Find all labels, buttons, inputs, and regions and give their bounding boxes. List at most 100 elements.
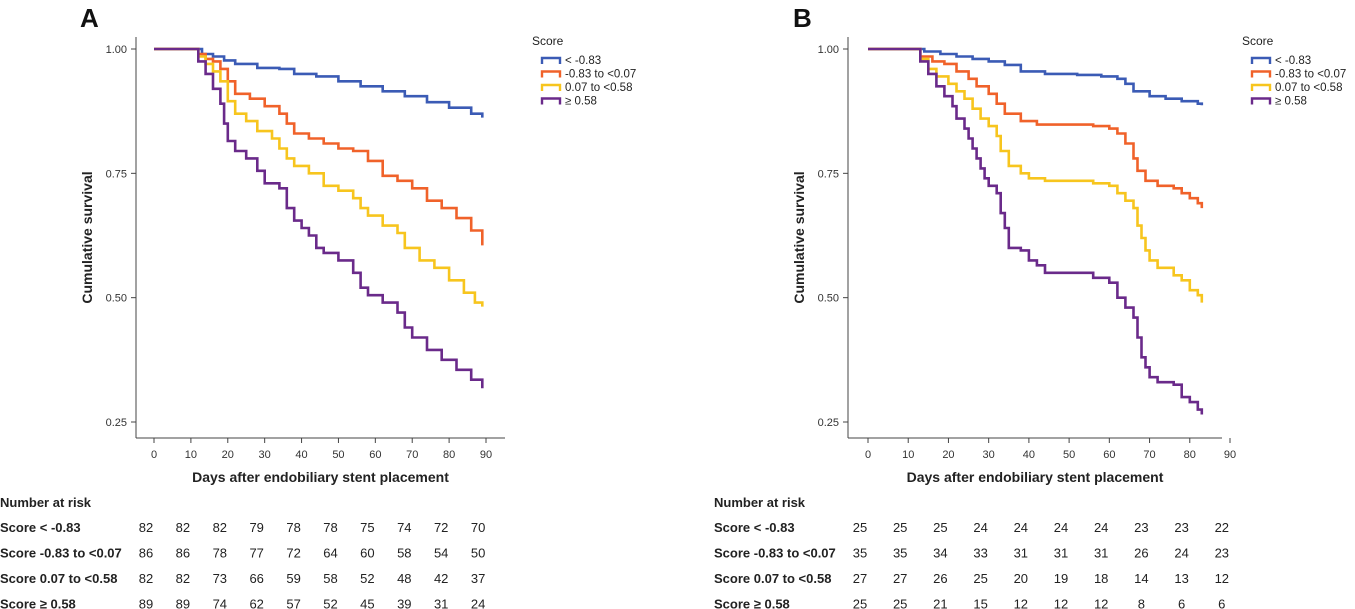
risk-row-value: 27 — [893, 571, 907, 586]
risk-row-value: 31 — [434, 597, 448, 609]
risk-row-value: 35 — [853, 546, 867, 561]
risk-row-value: 18 — [1094, 571, 1108, 586]
legend-swatch-3 — [540, 83, 562, 91]
x-tick-label: 30 — [259, 449, 271, 461]
x-tick-label: 40 — [1023, 449, 1035, 461]
risk-row-value: 78 — [286, 520, 300, 535]
risk-row-value: 39 — [397, 597, 411, 609]
risk-row-value: 25 — [853, 597, 867, 609]
legend-swatch-1 — [540, 56, 562, 64]
risk-row-value: 27 — [853, 571, 867, 586]
x-tick-label: 70 — [406, 449, 418, 461]
risk-row-value: 57 — [286, 597, 300, 609]
risk-row-value: 78 — [323, 520, 337, 535]
risk-row-value: 6 — [1178, 597, 1185, 609]
risk-row-value: 25 — [933, 520, 947, 535]
risk-row-value: 82 — [176, 571, 190, 586]
risk-row-label: Score < -0.83 — [0, 520, 81, 535]
risk-row-label: Score -0.83 to <0.07 — [714, 546, 836, 561]
risk-row-value: 82 — [139, 520, 153, 535]
risk-row-value: 58 — [397, 546, 411, 561]
legend-entry-2: -0.83 to <0.07 — [565, 69, 636, 81]
risk-row-value: 60 — [360, 546, 374, 561]
risk-row-value: 14 — [1134, 571, 1148, 586]
legend-entry-2: -0.83 to <0.07 — [1275, 69, 1346, 81]
legend-entry-3: 0.07 to <0.58 — [565, 82, 632, 94]
x-tick-label: 10 — [902, 449, 914, 461]
risk-row-value: 77 — [249, 546, 263, 561]
risk-row-value: 66 — [249, 571, 263, 586]
panel-letter: A — [80, 3, 99, 33]
risk-row-value: 8 — [1138, 597, 1145, 609]
legend-swatch-1 — [1250, 56, 1272, 64]
panel-letter: B — [793, 3, 812, 33]
risk-row-value: 6 — [1218, 597, 1225, 609]
risk-row-value: 23 — [1215, 546, 1229, 561]
risk-row-value: 26 — [933, 571, 947, 586]
risk-row-value: 15 — [973, 597, 987, 609]
risk-row-value: 52 — [323, 597, 337, 609]
survival-curve-1 — [868, 47, 1204, 106]
legend-entry-4: ≥ 0.58 — [1275, 96, 1307, 108]
y-axis-label: Cumulative survival — [791, 171, 807, 303]
risk-row-value: 19 — [1054, 571, 1068, 586]
risk-row-value: 54 — [434, 546, 448, 561]
legend-entry-4: ≥ 0.58 — [565, 96, 597, 108]
risk-row-value: 82 — [213, 520, 227, 535]
risk-row-label: Score 0.07 to <0.58 — [0, 571, 117, 586]
risk-row-label: Score -0.83 to <0.07 — [0, 546, 122, 561]
x-tick-label: 80 — [443, 449, 455, 461]
number-at-risk-heading: Number at risk — [714, 495, 806, 510]
risk-row-value: 31 — [1054, 546, 1068, 561]
x-tick-label: 20 — [942, 449, 954, 461]
risk-row-value: 23 — [1134, 520, 1148, 535]
y-tick-label: 0.75 — [818, 168, 839, 180]
risk-row-value: 82 — [139, 571, 153, 586]
risk-row-value: 26 — [1134, 546, 1148, 561]
x-tick-label: 20 — [222, 449, 234, 461]
x-tick-label: 70 — [1143, 449, 1155, 461]
risk-row-label: Score 0.07 to <0.58 — [714, 571, 831, 586]
risk-row-value: 78 — [213, 546, 227, 561]
x-tick-label: 30 — [983, 449, 995, 461]
survival-curve-3 — [868, 47, 1204, 303]
legend-entry-1: < -0.83 — [565, 55, 601, 67]
risk-row-value: 12 — [1054, 597, 1068, 609]
x-tick-label: 60 — [369, 449, 381, 461]
y-tick-label: 0.25 — [106, 417, 127, 429]
risk-row-value: 13 — [1174, 571, 1188, 586]
legend-swatch-4 — [540, 97, 562, 105]
risk-row-value: 62 — [249, 597, 263, 609]
x-tick-label: 50 — [332, 449, 344, 461]
risk-row-value: 74 — [213, 597, 227, 609]
x-tick-label: 90 — [480, 449, 492, 461]
y-tick-label: 0.75 — [106, 168, 127, 180]
x-tick-label: 80 — [1184, 449, 1196, 461]
risk-row-value: 86 — [139, 546, 153, 561]
risk-row-value: 34 — [933, 546, 947, 561]
panel-a: A 0.25 0.50 0.75 1.00 0 10 20 30 40 50 60 70 80 90 Days… — [0, 3, 636, 609]
risk-row-value: 79 — [249, 520, 263, 535]
risk-row-value: 89 — [176, 597, 190, 609]
risk-row-value: 25 — [893, 520, 907, 535]
x-axis-label: Days after endobiliary stent placement — [907, 469, 1164, 485]
risk-row-value: 59 — [286, 571, 300, 586]
risk-row-value: 52 — [360, 571, 374, 586]
x-tick-label: 40 — [295, 449, 307, 461]
risk-row-value: 82 — [176, 520, 190, 535]
risk-row-value: 70 — [471, 520, 485, 535]
y-tick-label: 0.50 — [106, 293, 127, 305]
y-tick-label: 1.00 — [106, 44, 127, 56]
risk-row-value: 12 — [1215, 571, 1229, 586]
risk-row-value: 86 — [176, 546, 190, 561]
survival-curve-2 — [154, 47, 484, 246]
legend-title: Score — [532, 34, 564, 48]
legend-swatch-3 — [1250, 83, 1272, 91]
survival-curve-2 — [868, 47, 1204, 209]
risk-row-value: 23 — [1174, 520, 1188, 535]
risk-row-value: 74 — [397, 520, 411, 535]
survival-curve-3 — [154, 47, 484, 307]
legend-swatch-2 — [1250, 70, 1272, 78]
risk-row-value: 24 — [471, 597, 485, 609]
